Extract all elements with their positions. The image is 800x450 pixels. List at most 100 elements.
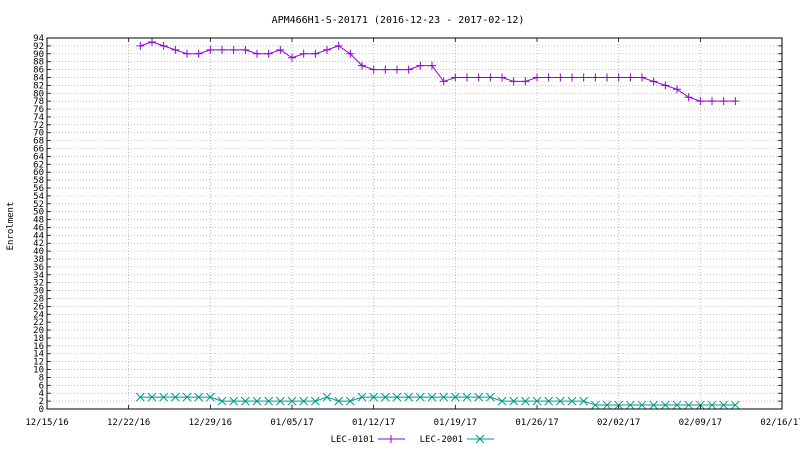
data-point: [380, 392, 390, 402]
data-point: [474, 73, 483, 82]
y-tick-label: 40: [33, 247, 44, 257]
y-tick-label: 42: [33, 239, 44, 249]
series-line: [140, 41, 736, 102]
x-tick-label: 12/29/16: [189, 418, 232, 428]
data-point: [404, 392, 414, 402]
data-point: [205, 392, 215, 402]
data-point: [579, 396, 589, 406]
data-point: [708, 97, 716, 106]
data-point: [568, 73, 576, 82]
data-point: [217, 396, 227, 406]
x-tick-label: 02/16/17: [760, 418, 800, 428]
y-tick-label: 90: [33, 50, 44, 60]
data-point: [288, 53, 296, 62]
y-tick-label: 4: [39, 389, 44, 399]
data-point: [392, 392, 402, 402]
data-point: [602, 400, 612, 410]
y-axis: 0246810121416182022242628303234363840424…: [33, 34, 782, 415]
data-point: [719, 97, 728, 106]
data-point: [252, 396, 262, 406]
series-lec-0101: [136, 37, 740, 106]
data-point: [649, 400, 659, 410]
data-point: [649, 77, 658, 86]
data-point: [707, 400, 717, 410]
y-tick-label: 48: [33, 216, 44, 226]
data-point: [264, 49, 273, 58]
legend-marker: [475, 434, 485, 444]
y-tick-label: 78: [33, 97, 44, 107]
data-point: [427, 392, 437, 402]
series-layer: [135, 37, 740, 410]
y-tick-label: 26: [33, 302, 44, 312]
data-point: [182, 392, 192, 402]
y-tick-label: 72: [33, 121, 44, 131]
data-point: [416, 61, 425, 70]
y-tick-label: 62: [33, 160, 44, 170]
y-tick-label: 0: [39, 405, 44, 415]
y-tick-label: 30: [33, 287, 44, 297]
data-point: [147, 392, 157, 402]
data-point: [509, 396, 519, 406]
legend-marker: [387, 435, 395, 443]
data-point: [544, 396, 554, 406]
data-point: [603, 73, 611, 82]
y-tick-label: 34: [33, 271, 44, 281]
data-point: [369, 392, 379, 402]
plot-frame: [46, 37, 783, 410]
data-point: [206, 45, 215, 54]
data-point: [463, 73, 471, 82]
data-point: [253, 49, 261, 58]
data-point: [159, 41, 168, 50]
grid-lines: [47, 38, 782, 409]
y-tick-label: 32: [33, 279, 44, 289]
data-point: [625, 400, 635, 410]
data-point: [183, 49, 191, 58]
data-point: [509, 77, 518, 86]
data-point: [334, 41, 343, 50]
y-tick-label: 44: [33, 231, 44, 241]
data-point: [497, 396, 507, 406]
data-point: [229, 396, 239, 406]
y-tick-label: 70: [33, 129, 44, 139]
y-tick-label: 58: [33, 176, 44, 186]
y-tick-label: 38: [33, 255, 44, 265]
data-point: [731, 97, 740, 106]
data-point: [533, 73, 541, 82]
data-point: [311, 49, 320, 58]
y-tick-label: 64: [33, 152, 44, 162]
data-point: [462, 392, 472, 402]
data-point: [626, 73, 635, 82]
data-point: [358, 61, 366, 70]
data-point: [275, 396, 285, 406]
data-point: [346, 49, 355, 58]
y-tick-label: 92: [33, 42, 44, 52]
data-point: [637, 400, 647, 410]
data-point: [451, 73, 460, 82]
data-point: [567, 396, 577, 406]
y-tick-label: 82: [33, 81, 44, 91]
y-tick-label: 8: [39, 373, 44, 383]
data-point: [170, 392, 180, 402]
x-tick-label: 02/09/17: [679, 418, 722, 428]
data-point: [369, 65, 378, 74]
data-point: [345, 396, 355, 406]
data-point: [218, 45, 226, 54]
legend-entry: LEC-0101: [331, 435, 405, 445]
x-tick-label: 01/05/17: [270, 418, 313, 428]
y-tick-label: 88: [33, 58, 44, 68]
data-point: [498, 73, 506, 82]
y-tick-label: 46: [33, 223, 44, 233]
legend-label: LEC-0101: [331, 435, 374, 445]
x-tick-label: 01/19/17: [434, 418, 477, 428]
data-point: [591, 73, 600, 82]
y-tick-label: 36: [33, 263, 44, 273]
y-tick-label: 52: [33, 200, 44, 210]
y-tick-label: 6: [39, 381, 44, 391]
y-tick-label: 24: [33, 310, 44, 320]
y-tick-label: 80: [33, 89, 44, 99]
data-point: [194, 392, 204, 402]
data-point: [684, 400, 694, 410]
x-tick-label: 01/12/17: [352, 418, 395, 428]
data-point: [264, 396, 274, 406]
data-point: [520, 396, 530, 406]
